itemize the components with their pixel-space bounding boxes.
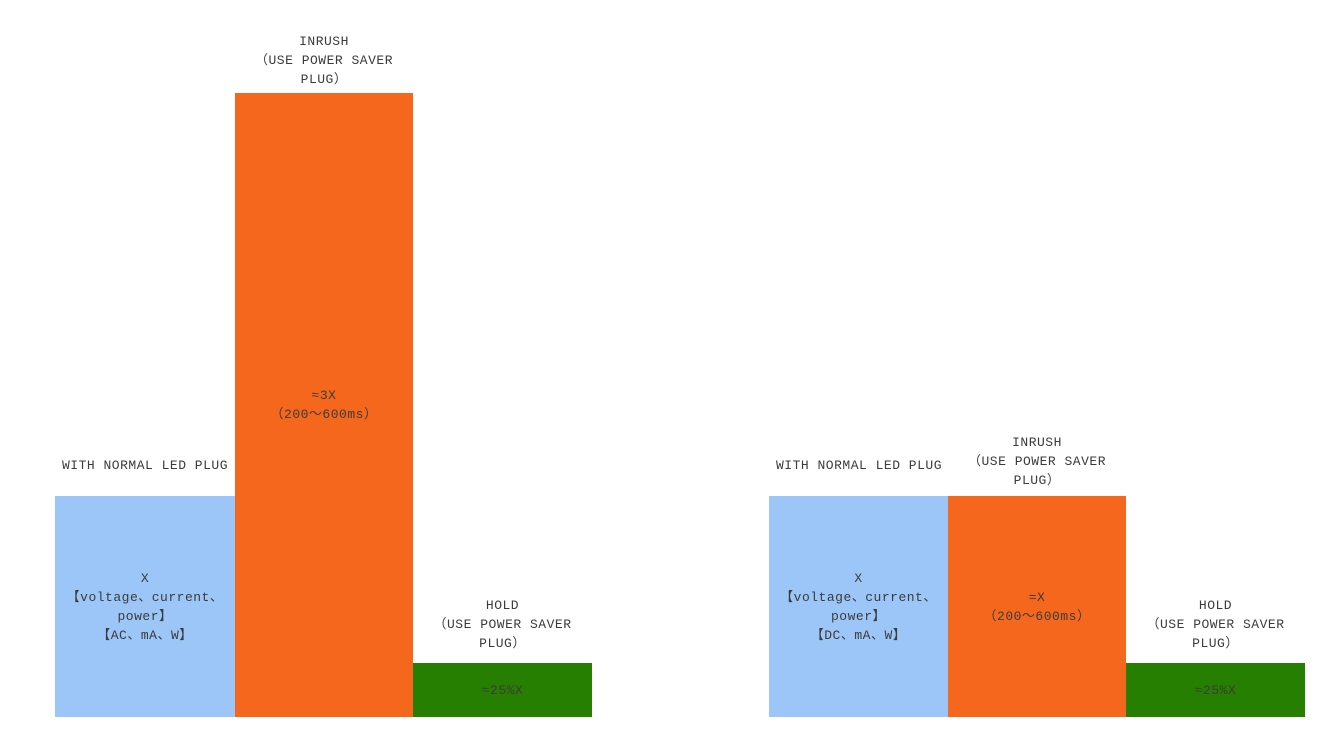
bar-label-normal-ac: WITH NORMAL LED PLUG — [15, 456, 275, 475]
bar-value-line: ≈25%X — [481, 682, 524, 698]
bar-label-hold-ac: HOLD （USE POWER SAVER PLUG） — [413, 596, 592, 653]
label-line: （USE POWER SAVER — [254, 53, 394, 68]
bar-label-hold-dc: HOLD （USE POWER SAVER PLUG） — [1126, 596, 1305, 653]
bar-value-line: 【AC、mA、W】 — [97, 627, 193, 643]
label-line: （USE POWER SAVER — [433, 617, 572, 632]
label-line: PLUG） — [479, 636, 526, 651]
label-line: INRUSH — [299, 34, 349, 49]
bar-value-line: ≈25%X — [1194, 682, 1237, 698]
bar-hold-ac: ≈25%X — [413, 663, 592, 717]
label-line: INRUSH — [1012, 435, 1062, 450]
bar-normal-dc: X 【voltage、current、 power】 【DC、mA、W】 — [769, 496, 948, 717]
label-line: WITH NORMAL LED PLUG — [775, 458, 943, 473]
label-line: （USE POWER SAVER — [967, 454, 1107, 469]
bar-value-line: （200～600ms） — [270, 407, 378, 422]
bar-value-line: 【voltage、current、 — [780, 589, 937, 605]
bar-inrush-dc: =X （200～600ms） — [948, 496, 1126, 717]
bar-label-inrush-ac: INRUSH （USE POWER SAVER PLUG） — [235, 32, 413, 89]
bar-value-line: 【DC、mA、W】 — [810, 627, 907, 643]
label-line: PLUG） — [1192, 636, 1239, 651]
bar-label-normal-dc: WITH NORMAL LED PLUG — [729, 456, 989, 475]
bar-value-line: 【voltage、current、 — [66, 589, 224, 605]
bar-value-line: X — [140, 570, 150, 586]
label-line: WITH NORMAL LED PLUG — [61, 458, 229, 473]
label-line: PLUG） — [1013, 473, 1061, 488]
label-line: HOLD — [485, 598, 520, 613]
bar-inrush-ac: ≈3X （200～600ms） — [235, 93, 413, 717]
label-line: PLUG） — [300, 72, 348, 87]
bar-normal-ac: X 【voltage、current、 power】 【AC、mA、W】 — [55, 496, 235, 717]
bar-value-line: （200～600ms） — [983, 608, 1091, 624]
bar-value-line: power】 — [830, 608, 886, 624]
bar-value-line: =X — [1028, 589, 1046, 605]
label-line: HOLD — [1198, 598, 1233, 613]
label-line: （USE POWER SAVER — [1146, 617, 1285, 632]
bar-value-line: power】 — [117, 608, 173, 624]
bar-hold-dc: ≈25%X — [1126, 663, 1305, 717]
bar-value-line: ≈3X — [311, 388, 337, 403]
bar-value-line: X — [854, 570, 863, 586]
bar-label-inrush-dc: INRUSH （USE POWER SAVER PLUG） — [948, 433, 1126, 490]
